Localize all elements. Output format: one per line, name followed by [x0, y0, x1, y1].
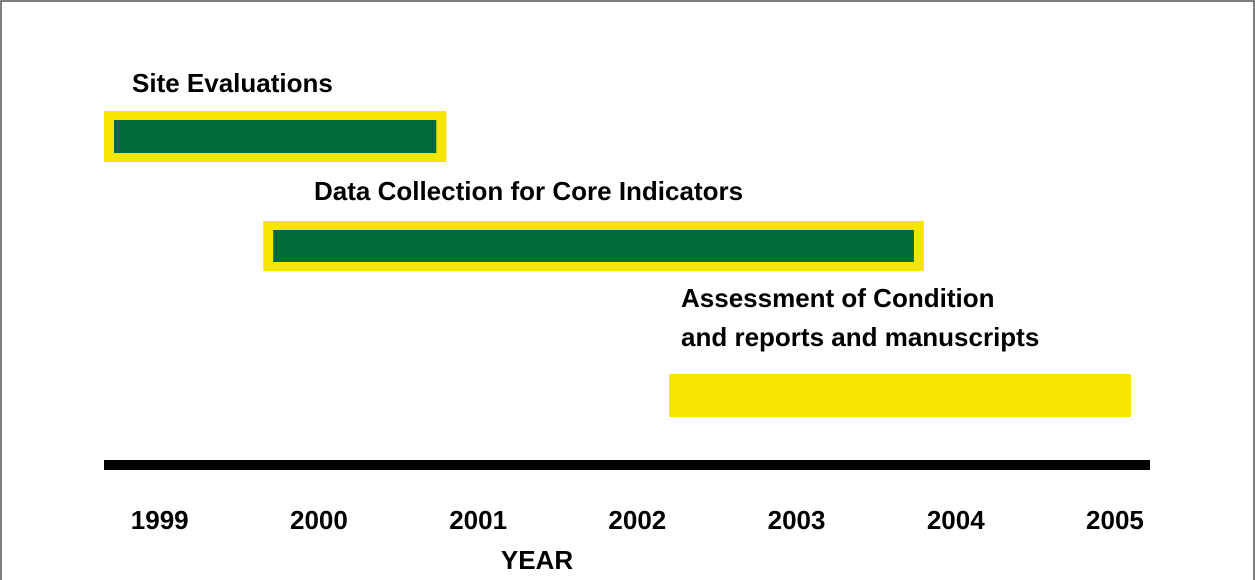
task-label: and reports and manuscripts — [681, 322, 1039, 352]
x-tick-label: 2003 — [768, 505, 826, 535]
task-bar-inner — [273, 230, 914, 262]
task-bar-inner — [114, 120, 437, 153]
x-tick-label: 2000 — [290, 505, 348, 535]
task-bar — [669, 374, 1131, 417]
x-tick-label: 2001 — [449, 505, 507, 535]
task-label: Site Evaluations — [132, 68, 333, 98]
task-label: Data Collection for Core Indicators — [314, 176, 743, 206]
x-tick-label: 2005 — [1086, 505, 1144, 535]
x-tick-label: 1999 — [131, 505, 189, 535]
axis-line — [104, 460, 1150, 470]
x-axis-label: YEAR — [501, 545, 573, 575]
x-tick-label: 2002 — [608, 505, 666, 535]
task-label: Assessment of Condition — [681, 283, 994, 313]
x-tick-label: 2004 — [927, 505, 985, 535]
